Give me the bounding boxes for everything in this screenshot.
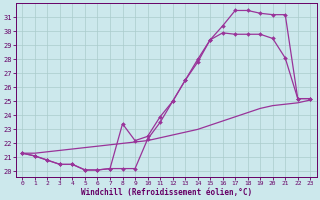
X-axis label: Windchill (Refroidissement éolien,°C): Windchill (Refroidissement éolien,°C) bbox=[81, 188, 252, 197]
